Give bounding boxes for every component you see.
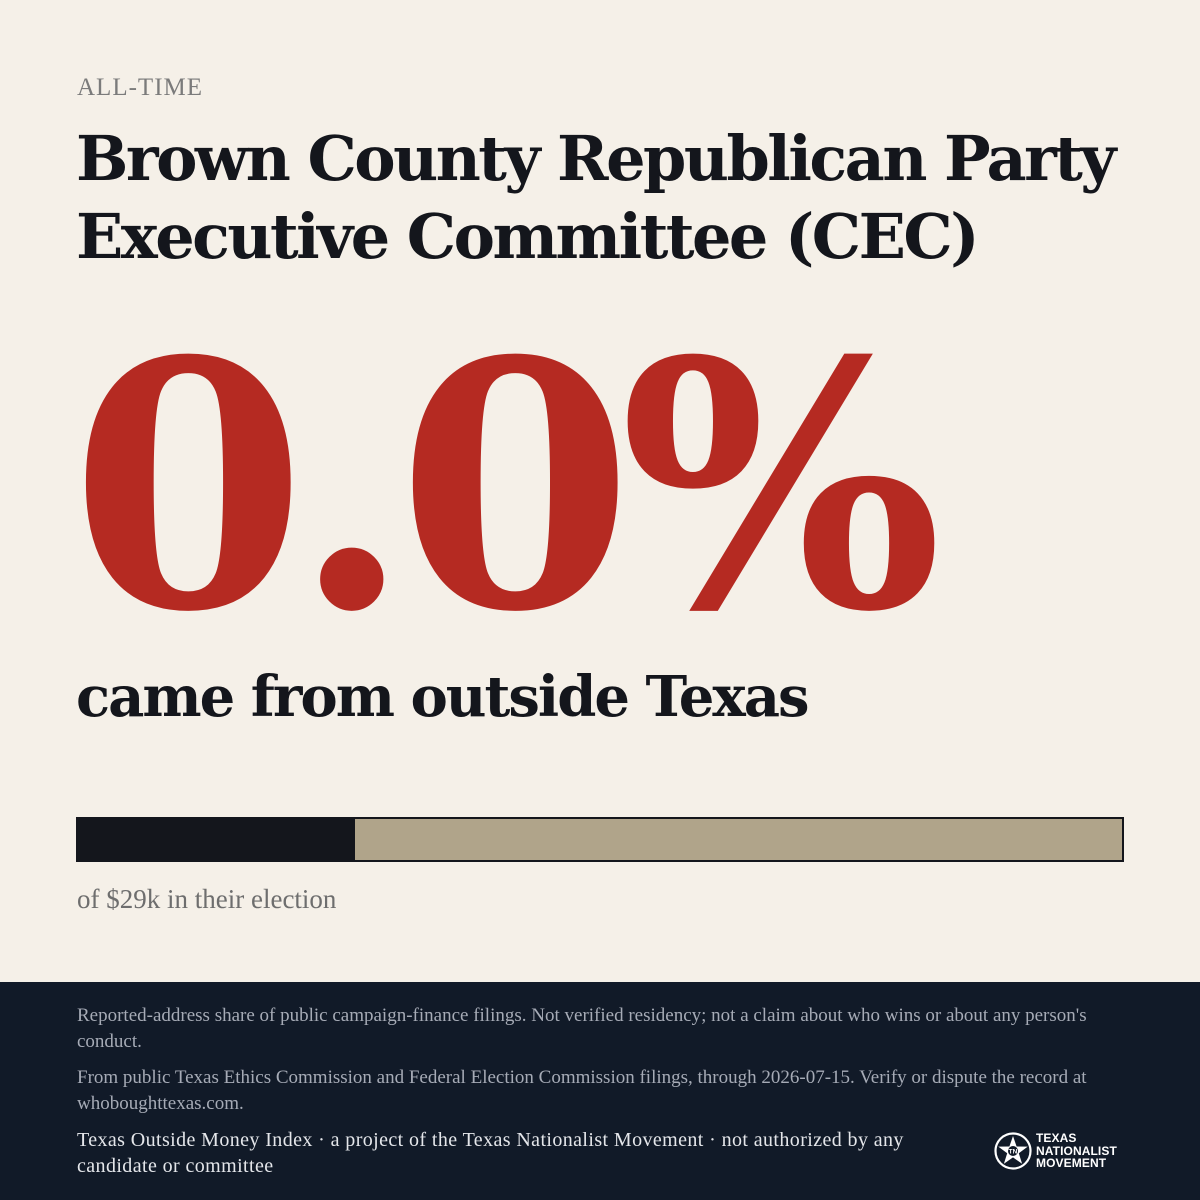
bar-caption: of $29k in their election <box>77 884 337 914</box>
share-bar-fill <box>78 819 355 860</box>
lone-star-seal-icon: TN <box>994 1132 1032 1170</box>
period-label: ALL-TIME <box>77 74 204 101</box>
footer-disclaimer: Reported-address share of public campaig… <box>77 1005 1087 1052</box>
tnm-logo: TN TEXAS NATIONALIST MOVEMENT <box>993 1131 1117 1171</box>
logo-line-2: NATIONALIST <box>1036 1143 1117 1158</box>
tnm-logo-wordmark: TEXAS NATIONALIST MOVEMENT <box>1036 1132 1117 1170</box>
logo-line-3: MOVEMENT <box>1036 1156 1107 1171</box>
footer-source: From public Texas Ethics Commission and … <box>77 1067 1087 1114</box>
outside-share-percent: 0.0% <box>70 288 943 687</box>
committee-title: Brown County Republican Party Executive … <box>76 122 1116 273</box>
stat-caption: came from outside Texas <box>76 664 810 730</box>
logo-line-1: TEXAS <box>1036 1131 1077 1146</box>
footer-attribution: Texas Outside Money Index · a project of… <box>77 1129 904 1177</box>
svg-text:TN: TN <box>1009 1148 1018 1155</box>
share-bar <box>76 817 1124 862</box>
